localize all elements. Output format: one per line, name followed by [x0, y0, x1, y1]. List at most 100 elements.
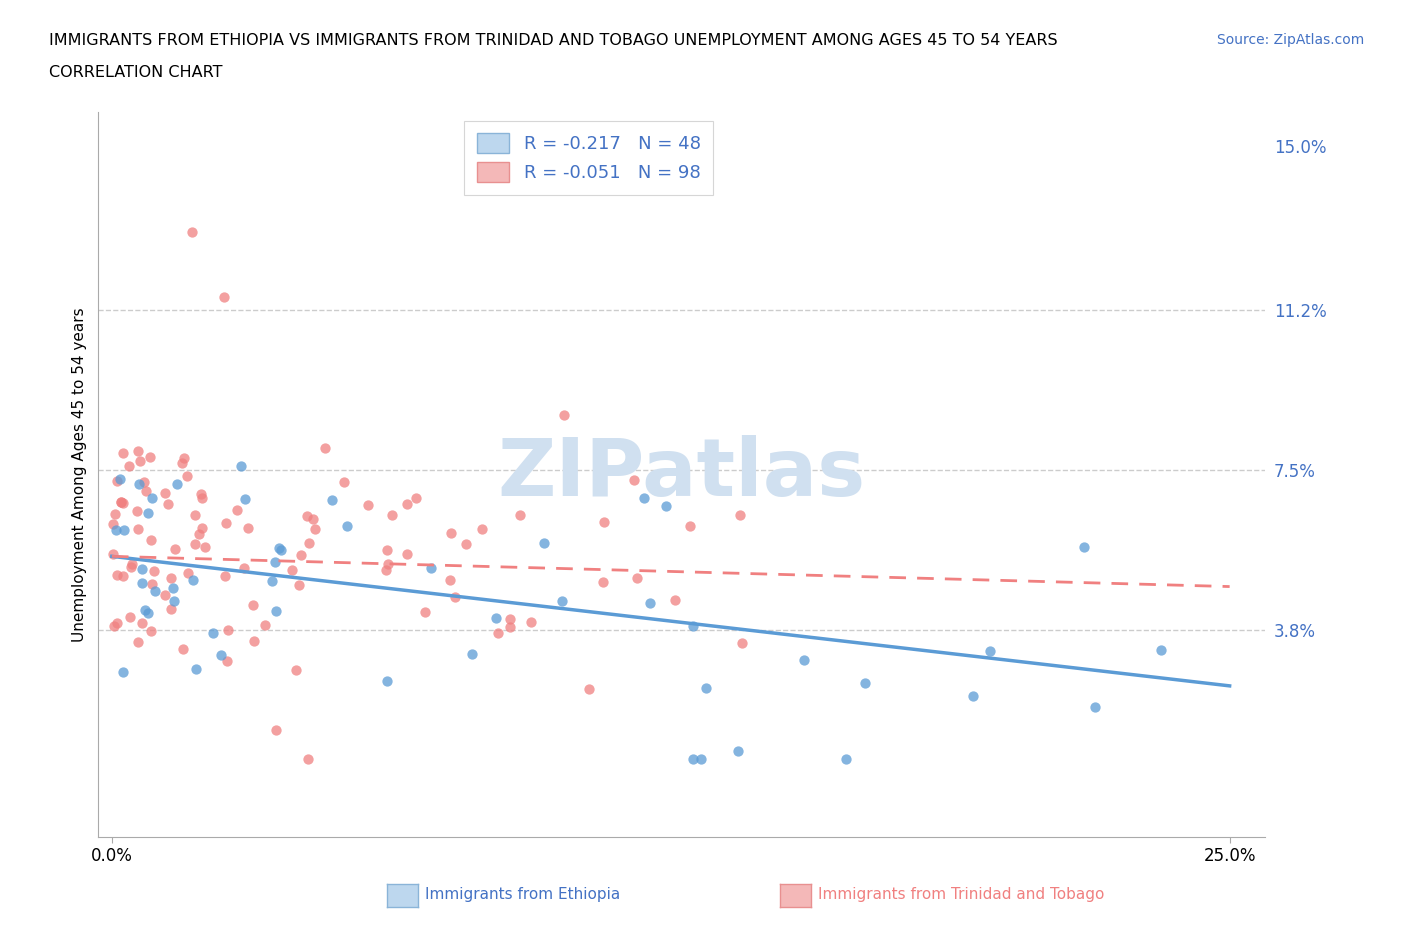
- Point: [131, 562, 153, 577]
- Point: [405, 491, 427, 506]
- Point: [134, 474, 156, 489]
- Point: [128, 443, 150, 458]
- Point: [962, 689, 984, 704]
- Point: [439, 573, 461, 588]
- Text: Source: ZipAtlas.com: Source: ZipAtlas.com: [1216, 33, 1364, 46]
- Point: [485, 610, 508, 625]
- Point: [321, 492, 343, 507]
- Point: [377, 556, 399, 571]
- Point: [157, 497, 180, 512]
- Point: [105, 616, 128, 631]
- Point: [209, 647, 232, 662]
- Point: [304, 521, 326, 536]
- Point: [460, 646, 482, 661]
- Point: [120, 609, 142, 624]
- Point: [420, 561, 443, 576]
- Point: [101, 547, 124, 562]
- Point: [142, 564, 165, 578]
- Point: [281, 563, 304, 578]
- Point: [533, 535, 555, 550]
- Point: [134, 603, 156, 618]
- Point: [638, 596, 661, 611]
- Point: [551, 594, 574, 609]
- Point: [153, 485, 176, 500]
- Point: [626, 570, 648, 585]
- Point: [285, 662, 308, 677]
- Point: [165, 542, 187, 557]
- Point: [190, 521, 212, 536]
- Point: [141, 490, 163, 505]
- Point: [456, 537, 478, 551]
- Point: [110, 495, 132, 510]
- Point: [298, 535, 321, 550]
- Point: [217, 622, 239, 637]
- Point: [139, 449, 162, 464]
- Point: [396, 496, 419, 511]
- Point: [695, 681, 717, 696]
- Point: [191, 491, 214, 506]
- Point: [290, 548, 312, 563]
- Point: [127, 635, 149, 650]
- Point: [141, 623, 163, 638]
- Point: [264, 554, 287, 569]
- Point: [128, 476, 150, 491]
- Point: [120, 560, 142, 575]
- Point: [314, 441, 336, 456]
- Point: [375, 563, 398, 578]
- Point: [254, 618, 277, 632]
- Point: [1073, 540, 1095, 555]
- Point: [103, 618, 125, 633]
- Point: [553, 407, 575, 422]
- Point: [728, 507, 751, 522]
- Point: [177, 565, 200, 580]
- Point: [159, 571, 181, 586]
- Point: [381, 508, 404, 523]
- Point: [835, 751, 858, 766]
- Text: IMMIGRANTS FROM ETHIOPIA VS IMMIGRANTS FROM TRINIDAD AND TOBAGO UNEMPLOYMENT AMO: IMMIGRANTS FROM ETHIOPIA VS IMMIGRANTS F…: [49, 33, 1057, 47]
- Point: [160, 602, 183, 617]
- Point: [1150, 643, 1173, 658]
- Point: [413, 604, 436, 619]
- Point: [121, 557, 143, 572]
- Point: [212, 290, 235, 305]
- Point: [444, 590, 467, 604]
- Point: [269, 540, 291, 555]
- Point: [731, 636, 754, 651]
- Point: [107, 474, 129, 489]
- Point: [143, 584, 166, 599]
- Point: [375, 673, 398, 688]
- Point: [176, 468, 198, 483]
- Point: [509, 508, 531, 523]
- Point: [633, 491, 655, 506]
- Point: [104, 523, 127, 538]
- Point: [184, 507, 207, 522]
- Point: [593, 514, 616, 529]
- Point: [655, 498, 678, 513]
- Point: [262, 573, 284, 588]
- Point: [184, 536, 207, 551]
- Text: CORRELATION CHART: CORRELATION CHART: [49, 65, 222, 80]
- Point: [238, 521, 260, 536]
- Point: [302, 512, 325, 526]
- Point: [131, 616, 153, 631]
- Point: [194, 539, 217, 554]
- Point: [440, 525, 463, 540]
- Point: [214, 568, 236, 583]
- Point: [233, 561, 256, 576]
- Point: [592, 575, 614, 590]
- Point: [136, 605, 159, 620]
- Point: [853, 675, 876, 690]
- Point: [288, 578, 311, 592]
- Point: [664, 593, 686, 608]
- Point: [486, 625, 509, 640]
- Point: [127, 522, 149, 537]
- Point: [135, 484, 157, 498]
- Point: [110, 495, 132, 510]
- Point: [623, 472, 645, 487]
- Point: [111, 496, 134, 511]
- Point: [1084, 700, 1107, 715]
- Point: [101, 517, 124, 532]
- Point: [682, 619, 704, 634]
- Y-axis label: Unemployment Among Ages 45 to 54 years: Unemployment Among Ages 45 to 54 years: [72, 307, 87, 642]
- Point: [141, 576, 163, 591]
